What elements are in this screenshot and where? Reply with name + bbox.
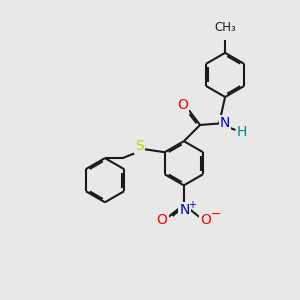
Text: H: H	[237, 125, 247, 139]
Text: O: O	[200, 213, 211, 227]
Text: N: N	[179, 203, 190, 217]
Text: CH₃: CH₃	[214, 21, 236, 34]
Text: +: +	[188, 200, 196, 210]
Text: O: O	[157, 213, 167, 227]
Text: O: O	[177, 98, 188, 112]
Text: N: N	[220, 116, 230, 130]
Text: −: −	[211, 208, 221, 221]
Text: S: S	[135, 139, 144, 153]
